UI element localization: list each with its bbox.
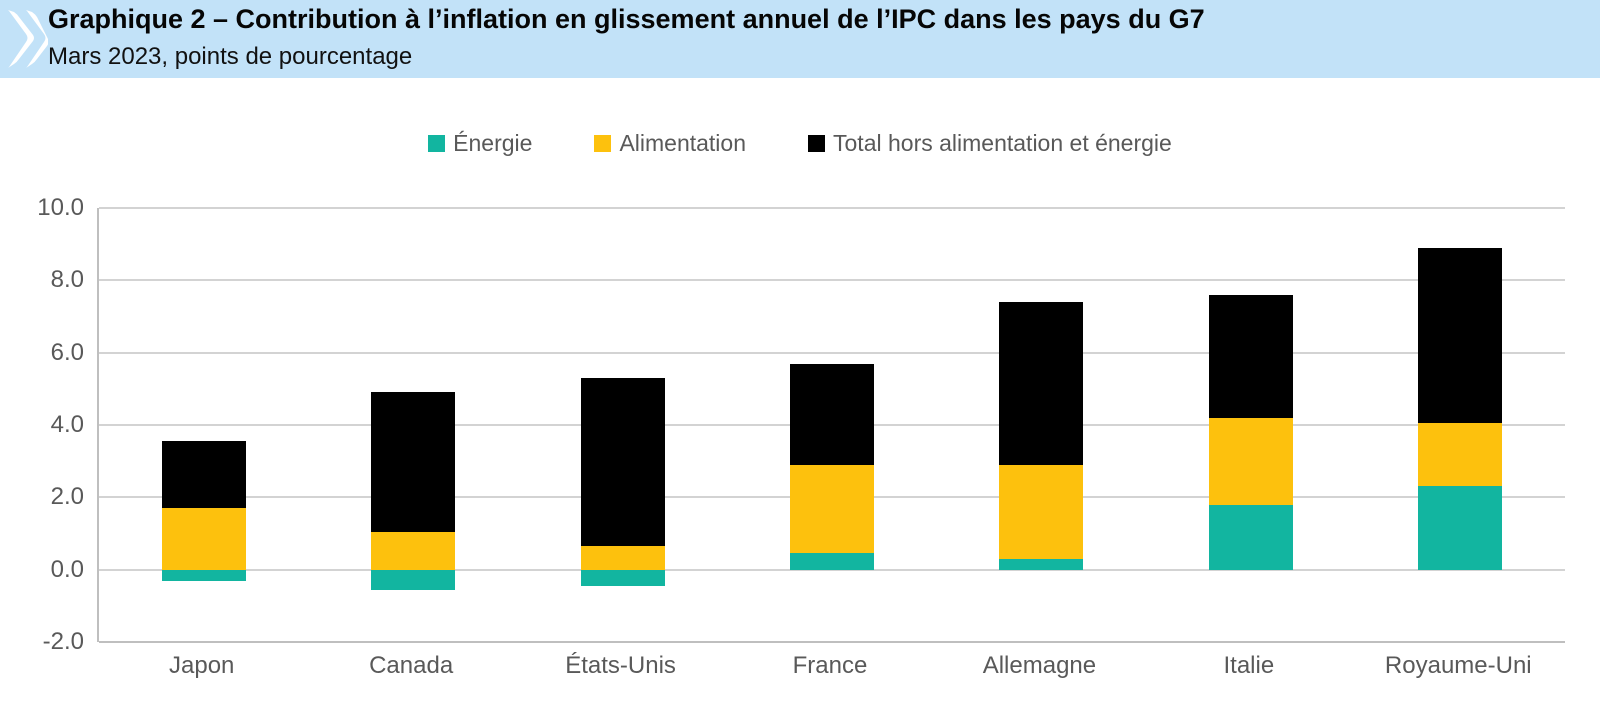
bar-segment-Italie-Alimentation: [1208, 417, 1293, 505]
y-tick-label: 8.0: [50, 266, 84, 294]
bar-segment-Royaume-Uni-Alimentation: [1418, 423, 1503, 487]
x-tick-label-France: France: [792, 652, 868, 679]
legend-swatch-icon: [594, 134, 612, 152]
gridline-0.0: [99, 568, 1565, 571]
bar-segment-France-Total hors alimentation et énergie: [790, 363, 874, 465]
legend-item-2: Total hors alimentation et énergie: [808, 130, 1172, 157]
y-tick-label: 6.0: [50, 338, 84, 366]
bar-segment-France-Énergie: [790, 553, 874, 570]
bar-segment-Japon-Alimentation: [161, 508, 246, 570]
bar-segment-Canada-Alimentation: [371, 531, 456, 570]
chart-header-band: Graphique 2 – Contribution à l’inflation…: [0, 0, 1600, 78]
bar-segment-États-Unis-Alimentation: [580, 546, 665, 570]
x-axis: Japon Canada États-Unis France Allemagne Ital…: [97, 652, 1563, 686]
x-tick-label-Royaume-Uni: Royaume-Uni: [1384, 652, 1532, 679]
chart-legend: Énergie Alimentation Total hors alimentati…: [0, 127, 1600, 159]
bar-segment-Canada-Total hors alimentation et énergie: [371, 392, 456, 532]
x-tick-label-États-Unis: États-Unis: [565, 652, 676, 679]
bar-segment-France-Alimentation: [790, 464, 874, 554]
gridline-10.0: [99, 207, 1565, 209]
bar-segment-États-Unis-Énergie: [580, 569, 665, 586]
bar-segment-États-Unis-Total hors alimentation et énergie: [580, 377, 665, 547]
y-tick-label: 0.0: [50, 555, 84, 583]
x-tick-label-Japon: Japon: [169, 652, 235, 679]
bar-segment-Japon-Énergie: [161, 569, 246, 581]
x-tick-label-Canada: Canada: [369, 652, 454, 679]
bar-segment-Canada-Énergie: [371, 569, 456, 590]
y-axis: 10.0 8.0 6.0 4.0 2.0 0.0 -2.0: [0, 194, 84, 655]
bar-segment-Royaume-Uni-Total hors alimentation et énergie: [1418, 247, 1503, 424]
x-tick-label-Italie: Italie: [1223, 652, 1275, 679]
gridline--2.0: [99, 641, 1565, 643]
y-tick-label: -2.0: [42, 628, 84, 655]
legend-swatch-icon: [428, 134, 446, 152]
bar-segment-Japon-Total hors alimentation et énergie: [161, 441, 246, 509]
bar-segment-Allemagne-Énergie: [999, 558, 1084, 570]
bar-segment-Royaume-Uni-Énergie: [1418, 486, 1503, 570]
oecd-double-chevron-icon: [7, 9, 48, 69]
bar-segment-Allemagne-Total hors alimentation et énergie: [999, 302, 1084, 465]
gridline-6.0: [99, 351, 1565, 354]
y-tick-label: 10.0: [37, 194, 84, 221]
y-tick-label: 4.0: [50, 411, 84, 438]
legend-swatch-icon: [808, 134, 826, 152]
legend-item-1: Alimentation: [594, 130, 746, 157]
y-tick-label: 2.0: [50, 483, 84, 511]
legend-item-0: Énergie: [428, 130, 532, 157]
x-tick-label-Allemagne: Allemagne: [982, 652, 1097, 679]
legend-label: Alimentation: [619, 129, 747, 156]
legend-label: Total hors alimentation et énergie: [833, 129, 1172, 156]
plot-area: [97, 207, 1565, 643]
legend-label: Énergie: [453, 129, 533, 156]
bar-segment-Allemagne-Alimentation: [999, 464, 1084, 559]
chart-subtitle: Mars 2023, points de pourcentage: [48, 43, 413, 70]
chart-title: Graphique 2 – Contribution à l’inflation…: [48, 4, 1205, 34]
gridline-8.0: [99, 279, 1565, 282]
bar-segment-Italie-Total hors alimentation et énergie: [1208, 294, 1293, 418]
bar-segment-Italie-Énergie: [1208, 504, 1293, 570]
